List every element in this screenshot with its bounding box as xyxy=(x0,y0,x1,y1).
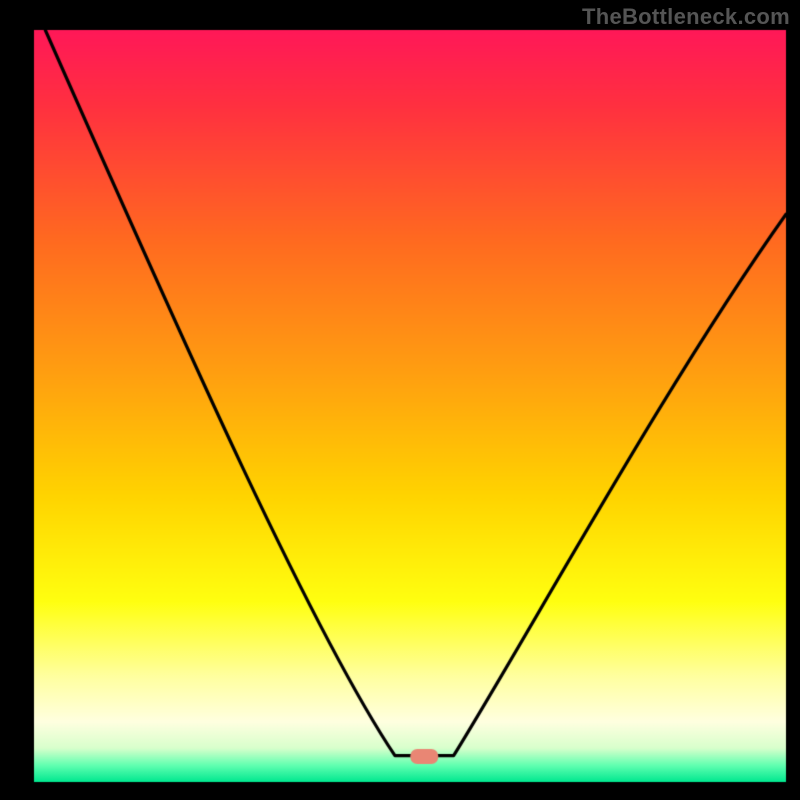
chart-stage: TheBottleneck.com xyxy=(0,0,800,800)
watermark-text: TheBottleneck.com xyxy=(582,4,790,30)
bottleneck-curve-canvas xyxy=(0,0,800,800)
